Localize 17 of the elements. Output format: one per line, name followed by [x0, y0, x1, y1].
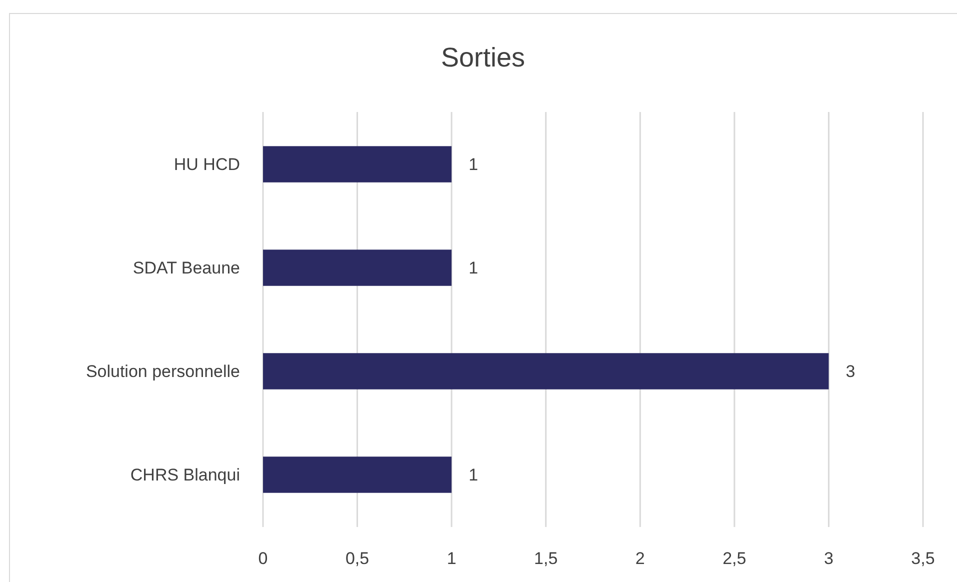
x-tick-label: 0,5: [345, 548, 370, 568]
chart-title: Sorties: [440, 42, 526, 72]
x-tick-label: 0: [258, 548, 268, 568]
x-tick-label: 1,5: [534, 548, 558, 568]
x-tick-label: 2: [635, 548, 645, 568]
data-label: 1: [468, 155, 478, 174]
data-label: 1: [468, 258, 478, 278]
y-tick-label: HU HCD: [174, 155, 240, 174]
y-tick-label: CHRS Blanqui: [130, 466, 240, 485]
x-tick-label: 3,5: [911, 548, 935, 568]
x-tick-label: 1: [446, 548, 456, 568]
data-label: 3: [846, 362, 856, 382]
x-tick-label: 2,5: [722, 548, 746, 568]
data-label: 1: [468, 466, 478, 485]
y-tick-label: Solution personnelle: [86, 362, 240, 382]
y-tick-label: SDAT Beaune: [132, 258, 240, 278]
x-tick-label: 3: [824, 548, 834, 568]
